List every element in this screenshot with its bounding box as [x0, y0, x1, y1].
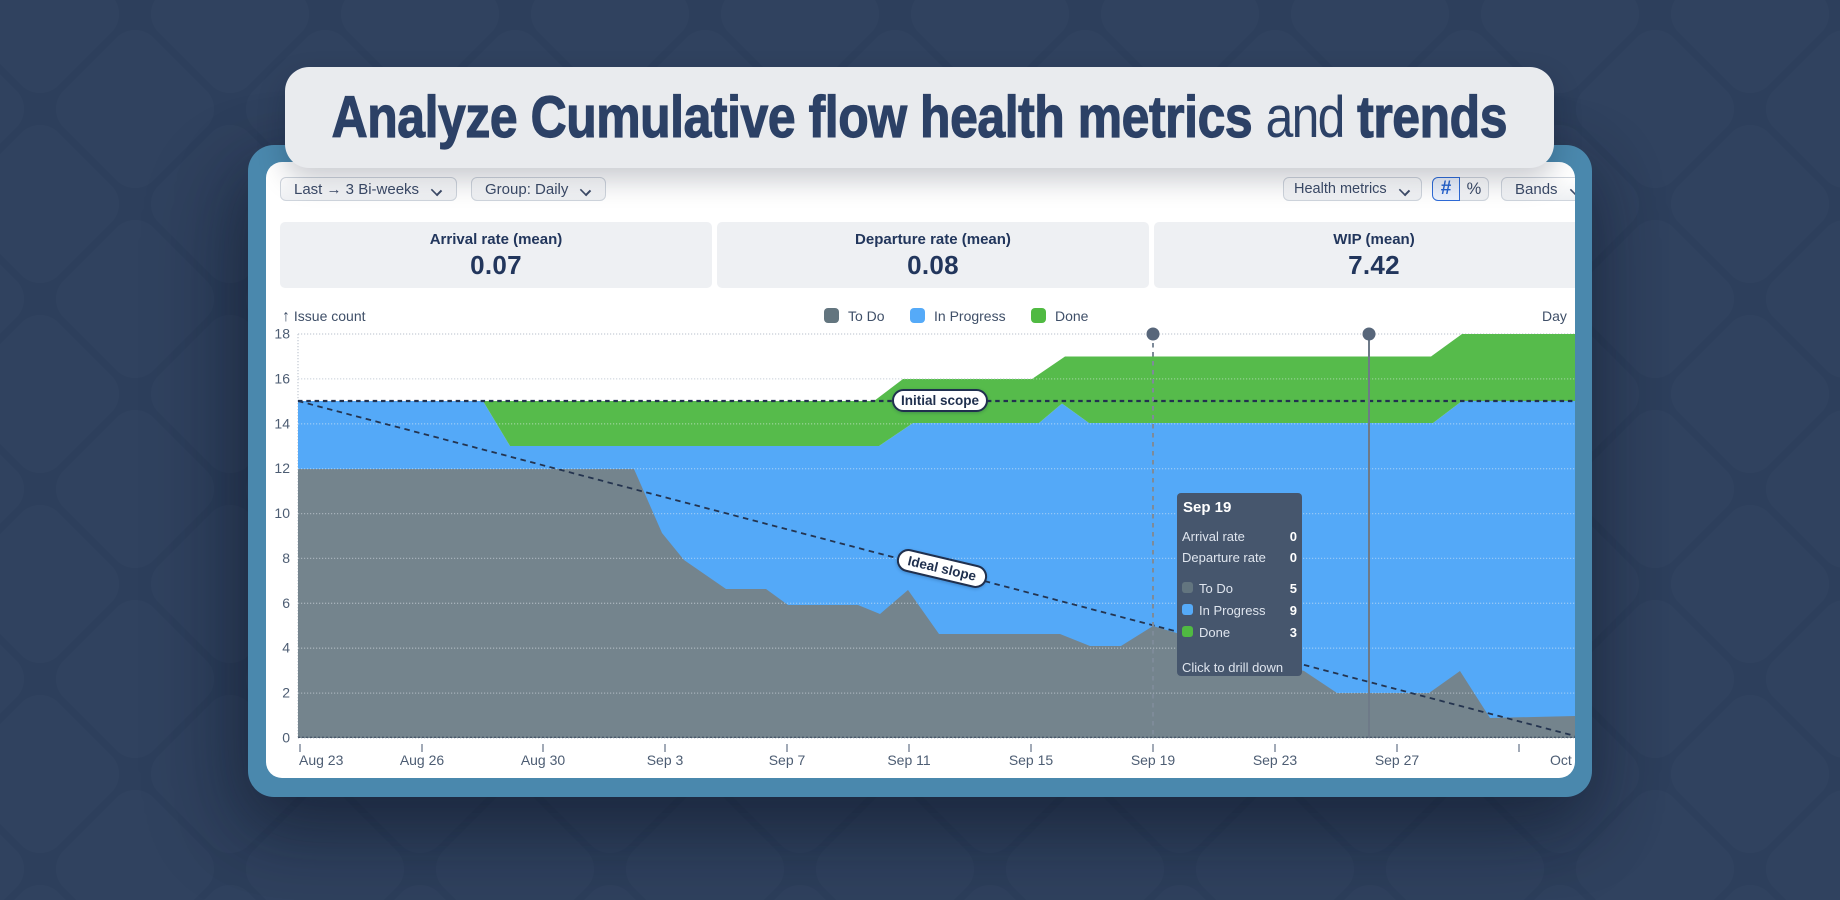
svg-text:Sep 7: Sep 7	[769, 752, 806, 768]
svg-text:6: 6	[282, 595, 290, 611]
svg-text:16: 16	[274, 370, 290, 386]
svg-text:Sep 15: Sep 15	[1009, 752, 1054, 768]
svg-text:0: 0	[282, 730, 290, 746]
svg-text:12: 12	[274, 460, 290, 476]
svg-text:4: 4	[282, 640, 290, 656]
svg-text:Sep 11: Sep 11	[887, 752, 931, 768]
svg-text:Sep 3: Sep 3	[647, 752, 684, 768]
svg-text:Sep 27: Sep 27	[1375, 752, 1420, 768]
svg-text:Sep 23: Sep 23	[1253, 752, 1298, 768]
svg-text:Oct 1: Oct 1	[1550, 752, 1575, 768]
svg-text:14: 14	[274, 415, 290, 431]
svg-text:Aug 30: Aug 30	[521, 752, 566, 768]
svg-text:2: 2	[282, 685, 290, 701]
svg-text:Sep 19: Sep 19	[1131, 752, 1176, 768]
svg-text:Aug 26: Aug 26	[400, 752, 445, 768]
svg-text:10: 10	[274, 505, 290, 521]
svg-text:18: 18	[274, 326, 290, 342]
svg-text:Aug 23: Aug 23	[299, 752, 344, 768]
svg-text:8: 8	[282, 550, 290, 566]
